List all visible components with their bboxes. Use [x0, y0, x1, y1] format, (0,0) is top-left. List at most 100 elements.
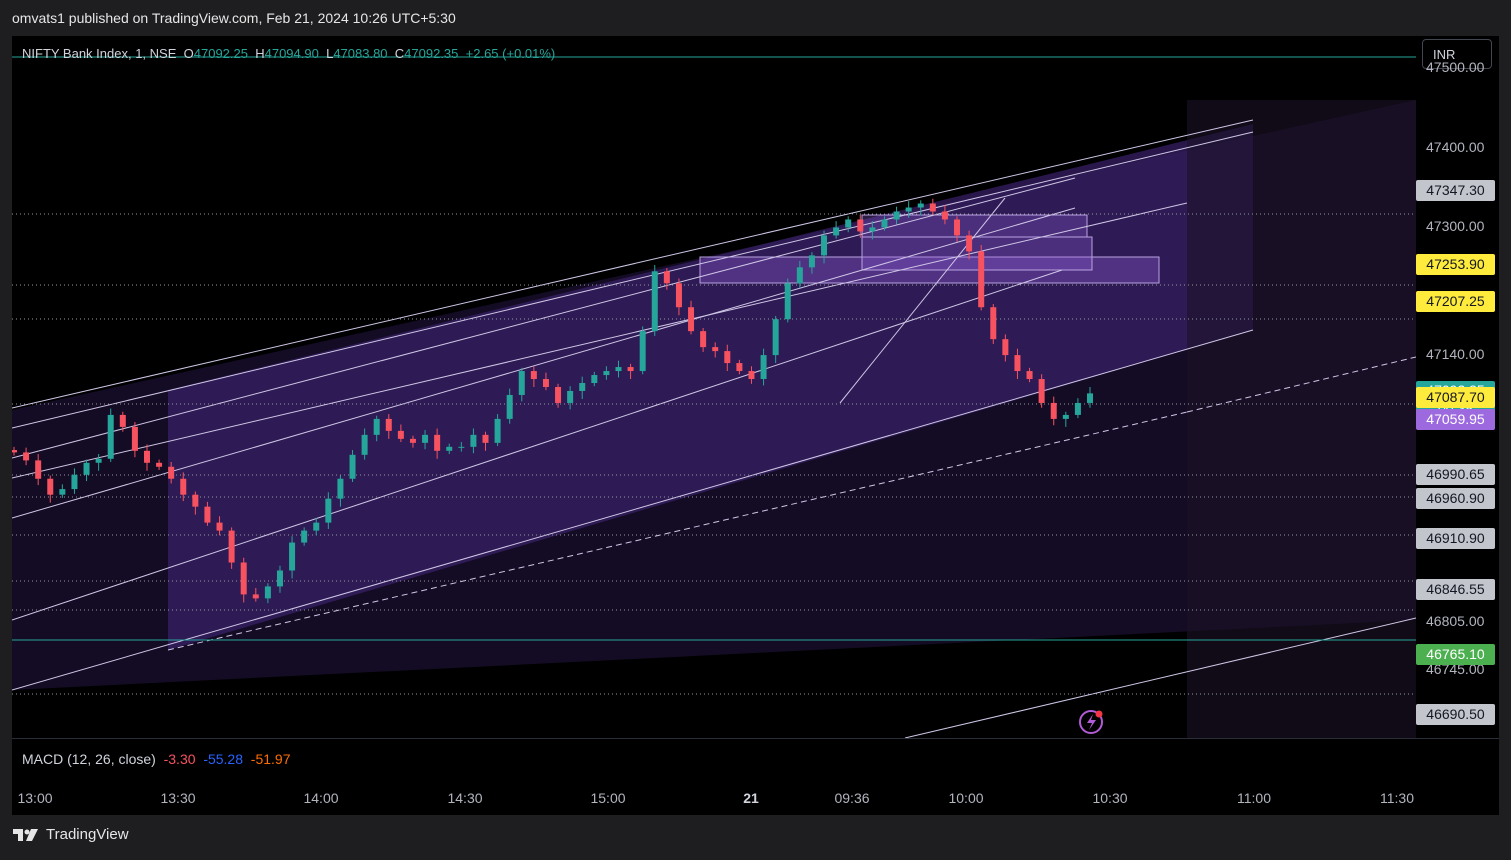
- candle-body: [555, 387, 562, 403]
- candle-body: [1014, 355, 1021, 372]
- price-label-value: 47253.90: [1426, 256, 1485, 273]
- candle-body: [434, 434, 441, 451]
- candle-body: [12, 450, 17, 453]
- lightning-alert-icon[interactable]: [1079, 710, 1103, 734]
- channel-line-4[interactable]: [12, 202, 1188, 479]
- candle-body: [59, 489, 66, 495]
- macd-pane[interactable]: MACD (12, 26, close) -3.30 -55.28 -51.97: [12, 738, 1499, 781]
- price-label-46690-50: 46690.50: [1416, 703, 1495, 725]
- time-tick: 11:00: [1237, 790, 1271, 806]
- channel-line-6[interactable]: [12, 269, 1063, 621]
- candle-body: [796, 267, 803, 284]
- candle-body: [954, 219, 961, 236]
- change-value: +2.65 (+0.01%): [465, 46, 556, 61]
- candle-body: [966, 235, 973, 252]
- candle-body: [772, 319, 779, 356]
- open-value: 47092.25: [193, 46, 248, 61]
- macd-title: MACD (12, 26, close): [22, 751, 156, 767]
- close-value: 47092.35: [404, 46, 459, 61]
- time-tick: 10:30: [1092, 790, 1128, 806]
- dashed-trend-line[interactable]: [167, 411, 1188, 651]
- candle-body: [422, 434, 429, 443]
- trend-line[interactable]: [839, 197, 1006, 404]
- channel-line-3[interactable]: [12, 177, 1076, 459]
- symbol-legend: NIFTY Bank Index, 1, NSE O47092.25 H4709…: [22, 46, 555, 61]
- candle-body: [204, 506, 211, 523]
- candle-body: [821, 235, 828, 256]
- candle-body: [530, 371, 537, 380]
- range-box-3: [861, 236, 1093, 271]
- time-axis[interactable]: 13:00 13:30 14:00 14:30 15:00 21 09:36 10:00 10:…: [12, 781, 1499, 815]
- candle-body: [869, 227, 876, 232]
- candle-body: [1062, 414, 1069, 419]
- candle-body: [1087, 393, 1093, 403]
- candle-body: [784, 283, 791, 320]
- candle-body: [143, 450, 150, 463]
- candle-body: [252, 594, 259, 599]
- high-label: H: [255, 46, 265, 61]
- price-label-value: 46690.50: [1426, 705, 1485, 722]
- channel-line-5[interactable]: [12, 207, 1076, 519]
- candle-body: [313, 522, 320, 531]
- time-tick: 09:36: [834, 790, 870, 806]
- candle-body: [760, 355, 767, 380]
- channel-line-mid[interactable]: [12, 329, 1254, 691]
- macd-hist-value: -51.97: [250, 751, 291, 767]
- candle-body: [107, 414, 114, 459]
- candle-body: [978, 251, 985, 308]
- channel-line-top[interactable]: [12, 119, 1254, 409]
- price-label-value: 46765.10: [1426, 646, 1485, 663]
- price-label-value: 46960.90: [1426, 489, 1485, 506]
- price-label-value: 47087.70: [1426, 388, 1485, 405]
- forecast-zone: [1187, 100, 1416, 738]
- time-tick: 14:00: [303, 790, 339, 806]
- candle-body: [990, 307, 997, 340]
- price-label-value: 47347.30: [1426, 181, 1485, 198]
- candle-body: [289, 542, 296, 571]
- price-label-47207-25: 47207.25: [1416, 291, 1495, 313]
- price-label-value: 46990.65: [1426, 466, 1485, 483]
- candle-body: [881, 219, 888, 228]
- candle-body: [119, 414, 126, 427]
- publisher-line: omvats1 published on TradingView.com, Fe…: [12, 10, 456, 26]
- candle-body: [264, 586, 271, 599]
- channel-line-bottom[interactable]: [904, 617, 1416, 738]
- time-tick: 10:00: [948, 790, 984, 806]
- time-tick: 13:00: [17, 790, 53, 806]
- footer-brand: TradingView: [12, 826, 129, 843]
- candles-group: [12, 198, 1093, 604]
- candle-body: [748, 371, 755, 380]
- candle-body: [929, 203, 936, 212]
- price-label-value: 46846.55: [1426, 581, 1485, 598]
- price-tick: 47300.00: [1426, 218, 1485, 235]
- candle-body: [240, 562, 247, 595]
- candle-body: [494, 418, 501, 443]
- candle-body: [579, 383, 586, 391]
- candle-body: [518, 371, 525, 395]
- currency-button[interactable]: INR: [1422, 39, 1492, 69]
- channel-line-2[interactable]: [12, 131, 1254, 429]
- candle-body: [180, 478, 187, 495]
- candle-body: [700, 331, 707, 348]
- candle-body: [615, 367, 622, 372]
- price-tick: 46745.00: [1426, 661, 1485, 678]
- candle-body: [893, 211, 900, 220]
- price-label-value: 47059.95: [1426, 410, 1485, 427]
- candle-body: [591, 375, 598, 384]
- candle-body: [917, 203, 924, 208]
- candle-body: [736, 363, 743, 372]
- candle-body: [639, 331, 646, 372]
- candle-body: [688, 307, 695, 332]
- candle-body: [373, 418, 380, 435]
- price-label-46960-90: 46960.90: [1416, 487, 1495, 509]
- candle-body: [1002, 339, 1009, 356]
- price-tick: 47140.00: [1426, 346, 1485, 363]
- candle-body: [724, 351, 731, 364]
- candle-body: [542, 379, 549, 387]
- candle-body: [301, 530, 308, 543]
- price-label-47059-95: 47059.95: [1416, 408, 1495, 430]
- candle-body: [663, 271, 670, 284]
- candle-body: [23, 452, 30, 461]
- candle-body: [349, 454, 356, 479]
- candle-body: [95, 458, 102, 463]
